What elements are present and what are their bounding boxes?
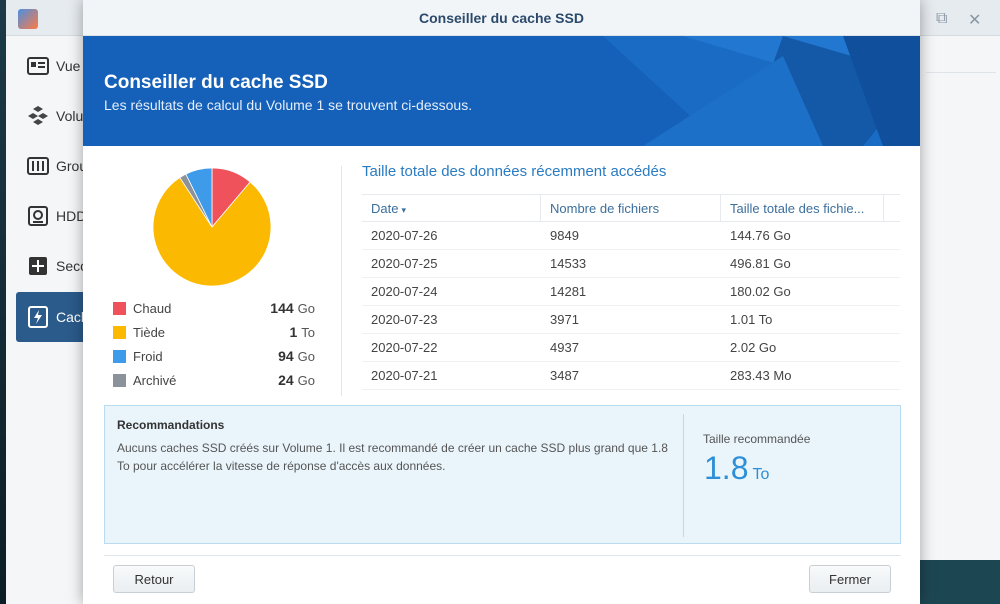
pie-chart-svg [152,167,272,287]
storage-manager-app-icon [18,9,38,29]
cell-file-count: 4937 [550,340,579,355]
table-header: Date ▾ Nombre de fichiers Taille totale d… [362,194,900,222]
hdd-icon [26,205,50,227]
cell-date: 2020-07-23 [371,312,438,327]
cell-file-count: 14281 [550,284,587,299]
cell-date: 2020-07-26 [371,228,438,243]
sidebar-item-label: HDD [56,208,87,224]
desktop-background-corner [920,560,1000,604]
close-button[interactable]: Fermer [809,565,891,593]
volume-icon [26,105,50,127]
sidebar-item-label: Grou [56,158,88,174]
legend-unit: Go [297,300,315,316]
cell-total-size: 283.43 Mo [730,368,792,383]
column-header-spacer [884,195,900,221]
legend-item-warm: Tiède 1 To [113,320,315,344]
sidebar-item-label: Vue [56,58,81,74]
divider [926,72,996,73]
legend-value: 1 [289,324,298,340]
cell-date: 2020-07-25 [371,256,438,271]
recommendation-panel: Recommandations Aucuns caches SSD créés … [104,405,901,544]
sidebar-item-hdd[interactable]: HDD [16,192,136,240]
overview-icon [26,55,50,77]
legend-swatch [113,373,126,387]
cell-file-count: 3487 [550,368,579,383]
divider [341,166,342,396]
sidebar-item-volume[interactable]: Volu [16,92,136,140]
pie-slice-tiède [152,176,272,287]
ssd-cache-advisor-dialog: Conseiller du cache SSD Conseiller du ca… [83,0,920,604]
close-icon[interactable]: ✕ [968,12,982,29]
recommendation-text: Aucuns caches SSD créés sur Volume 1. Il… [117,441,668,473]
legend-label: Tiède [133,324,166,340]
banner-background [603,36,920,146]
table-row[interactable]: 2020-07-25 14533 496.81 Go [362,250,900,278]
cell-total-size: 1.01 To [730,312,773,327]
divider [104,555,901,556]
cell-total-size: 180.02 Go [730,284,791,299]
legend-label: Froid [133,348,163,364]
recommended-size-label: Taille recommandée [703,432,811,446]
sidebar-item-label: Seco [56,258,88,274]
cell-total-size: 496.81 Go [730,256,791,271]
recommendation-title: Recommandations [117,418,225,432]
sidebar-item-label: Volu [56,108,84,124]
legend-unit: Go [297,372,315,388]
legend-item-hot: Chaud 144 Go [113,296,315,320]
column-header-file-count[interactable]: Nombre de fichiers [541,195,721,221]
recent-access-table: Date ▾ Nombre de fichiers Taille totale d… [362,194,900,390]
pie-slice-froid [185,167,213,228]
sort-desc-icon: ▾ [401,205,406,215]
table-row[interactable]: 2020-07-23 3971 1.01 To [362,306,900,334]
recommended-size: 1.8 To [704,450,769,487]
divider [683,414,684,537]
cell-total-size: 144.76 Go [730,228,791,243]
legend-unit: Go [297,348,315,364]
banner-subtitle: Les résultats de calcul du Volume 1 se t… [104,97,473,113]
legend-swatch [113,349,126,363]
desktop-background [0,0,8,604]
cell-date: 2020-07-21 [371,368,438,383]
cell-file-count: 3971 [550,312,579,327]
recommended-size-value: 1.8 [704,450,749,486]
table-row[interactable]: 2020-07-21 3487 283.43 Mo [362,362,900,390]
legend-unit: To [301,324,315,340]
sidebar-item-overview[interactable]: Vue [16,42,136,90]
cell-date: 2020-07-24 [371,284,438,299]
sidebar-item-storage-pool[interactable]: Grou [16,142,136,190]
chart-legend: Chaud 144 Go Tiède 1 To Froid 94 Go Arch… [113,296,315,392]
dialog-banner: Conseiller du cache SSD Les résultats de… [83,36,920,146]
ssd-cache-icon [26,306,50,328]
cell-file-count: 14533 [550,256,587,271]
cell-date: 2020-07-22 [371,340,438,355]
column-header-date[interactable]: Date ▾ [362,195,541,221]
column-header-total-size[interactable]: Taille totale des fichie... [721,195,884,221]
legend-label: Archivé [133,372,177,388]
sidebar-item-label: Cach [56,309,89,325]
legend-value: 144 [270,300,294,316]
legend-value: 24 [278,372,294,388]
storage-pool-icon [26,155,50,177]
recommended-size-unit: To [752,466,770,483]
cell-total-size: 2.02 Go [730,340,777,355]
table-row[interactable]: 2020-07-26 9849 144.76 Go [362,222,900,250]
legend-item-cold: Froid 94 Go [113,344,315,368]
banner-title: Conseiller du cache SSD [104,72,328,93]
legend-swatch [113,301,126,315]
legend-item-archived: Archivé 24 Go [113,368,315,392]
cell-file-count: 9849 [550,228,579,243]
maximize-icon[interactable]: ⧉ [936,10,948,27]
table-title: Taille totale des données récemment accé… [362,163,667,180]
table-row[interactable]: 2020-07-22 4937 2.02 Go [362,334,900,362]
legend-label: Chaud [133,300,172,316]
hot-spare-icon [26,255,50,277]
sidebar-item-hot-spare[interactable]: Seco [16,242,136,290]
legend-swatch [113,325,126,339]
dialog-title[interactable]: Conseiller du cache SSD [83,0,920,36]
legend-value: 94 [278,348,294,364]
back-button[interactable]: Retour [113,565,195,593]
table-row[interactable]: 2020-07-24 14281 180.02 Go [362,278,900,306]
pie-chart [151,166,273,288]
